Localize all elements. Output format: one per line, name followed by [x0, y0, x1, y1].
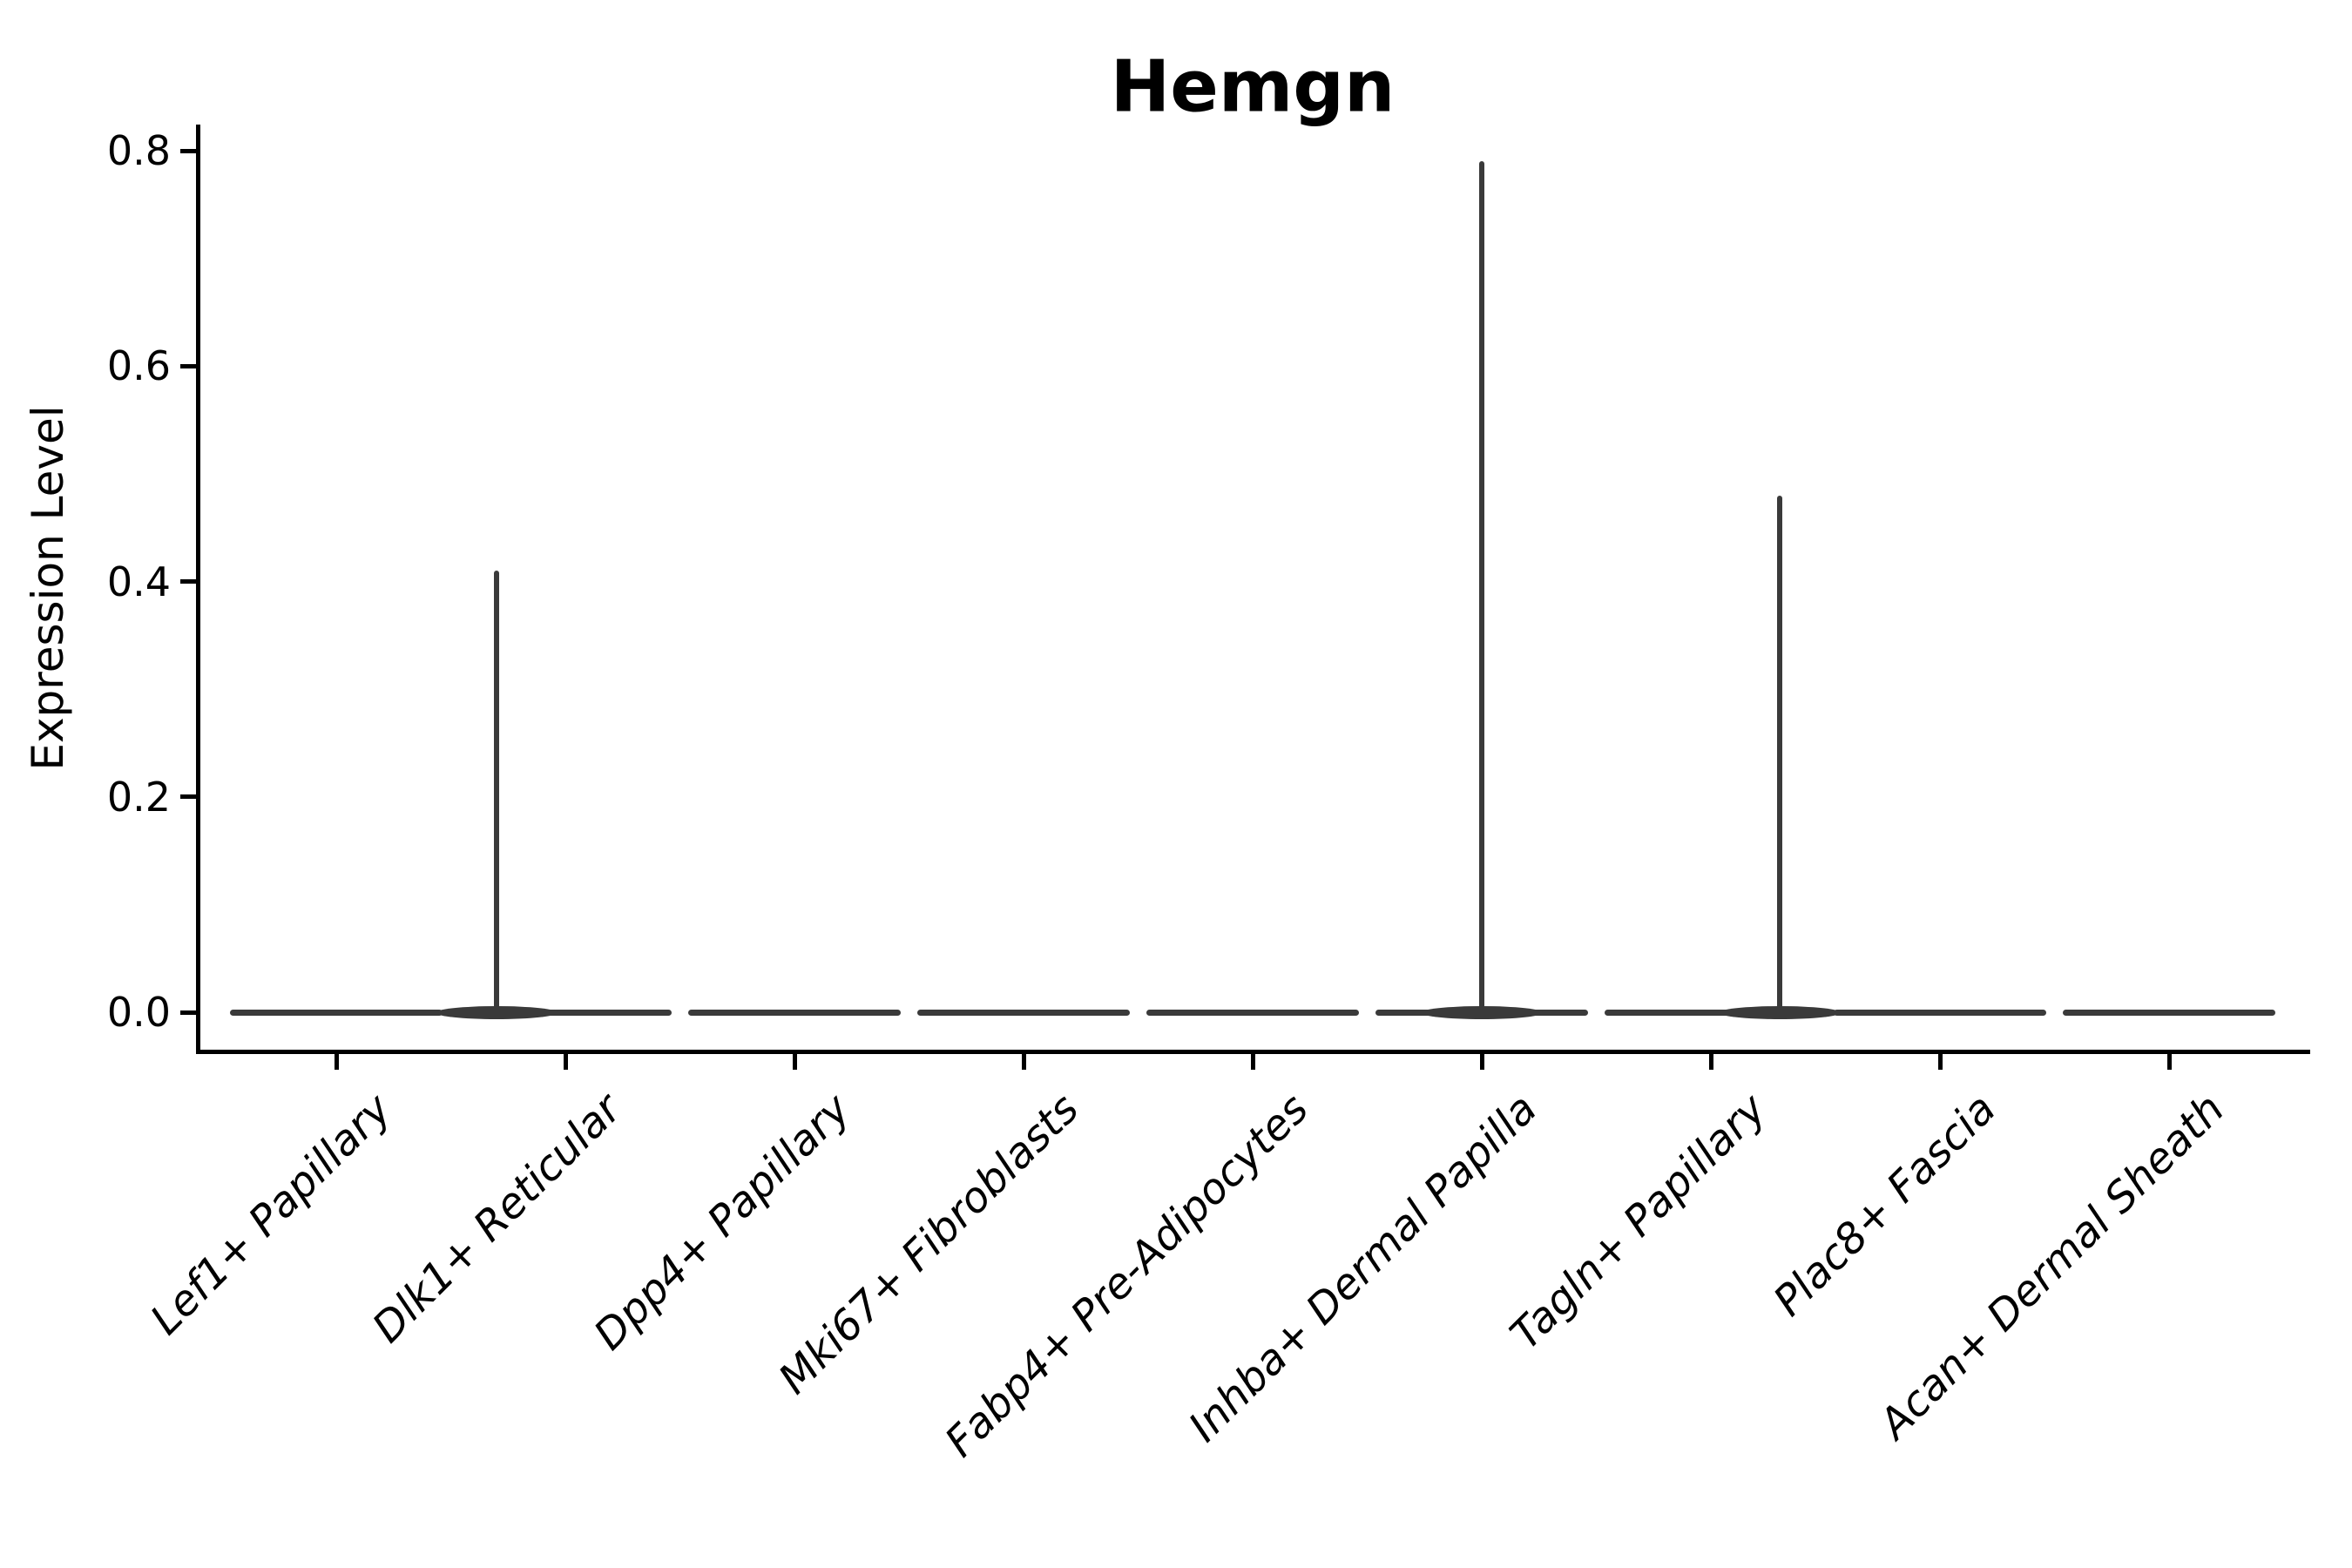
- x-tick-mark: [563, 1054, 568, 1070]
- violin-base-bulge: [436, 1005, 558, 1019]
- x-tick-mark: [1021, 1054, 1026, 1070]
- y-tick-mark: [180, 579, 196, 584]
- violin-body: [1834, 1009, 2046, 1016]
- x-tick-mark: [1708, 1054, 1713, 1070]
- violin-spike: [1776, 495, 1782, 1012]
- y-tick-label: 0.2: [106, 773, 171, 821]
- violin-body: [1146, 1009, 1359, 1016]
- bottom-spine: [196, 1050, 2310, 1054]
- x-tick-label: Fabp4+ Pre-Adipocytes: [936, 1085, 1318, 1467]
- violin-body: [1605, 1009, 1817, 1016]
- x-tick-label: Tagln+ Papillary: [1501, 1085, 1776, 1360]
- y-tick-mark: [180, 794, 196, 800]
- x-tick-label: Plac8+ Fascia: [1763, 1085, 2005, 1326]
- violin-spike: [494, 571, 500, 1012]
- violin-body: [230, 1009, 443, 1016]
- y-tick-mark: [180, 363, 196, 368]
- left-spine: [196, 125, 200, 1054]
- violin-body: [688, 1009, 901, 1016]
- violin-body: [2063, 1009, 2275, 1016]
- y-tick-mark: [180, 148, 196, 153]
- x-tick-label: Dpp4+ Papillary: [585, 1085, 860, 1360]
- y-tick-label: 0.4: [106, 558, 171, 605]
- y-tick-label: 0.0: [106, 989, 171, 1036]
- violin-body: [459, 1009, 672, 1016]
- violin-spike: [1479, 161, 1484, 1012]
- x-tick-mark: [1937, 1054, 1943, 1070]
- x-tick-label: Lef1+ Papillary: [141, 1085, 402, 1345]
- violin-body: [917, 1009, 1130, 1016]
- y-tick-label: 0.6: [106, 342, 171, 390]
- x-tick-mark: [2166, 1054, 2172, 1070]
- y-tick-mark: [180, 1010, 196, 1015]
- violin-base-bulge: [1421, 1005, 1543, 1019]
- x-tick-mark: [792, 1054, 797, 1070]
- x-tick-mark: [1250, 1054, 1255, 1070]
- x-tick-label: Dlk1+ Reticular: [362, 1085, 631, 1353]
- x-tick-mark: [334, 1054, 339, 1070]
- y-axis-label: Expression Level: [23, 405, 73, 771]
- chart-title: Hemgn: [1110, 45, 1396, 129]
- y-tick-label: 0.8: [106, 127, 171, 174]
- x-tick-mark: [1479, 1054, 1484, 1070]
- violin-base-bulge: [1718, 1005, 1841, 1019]
